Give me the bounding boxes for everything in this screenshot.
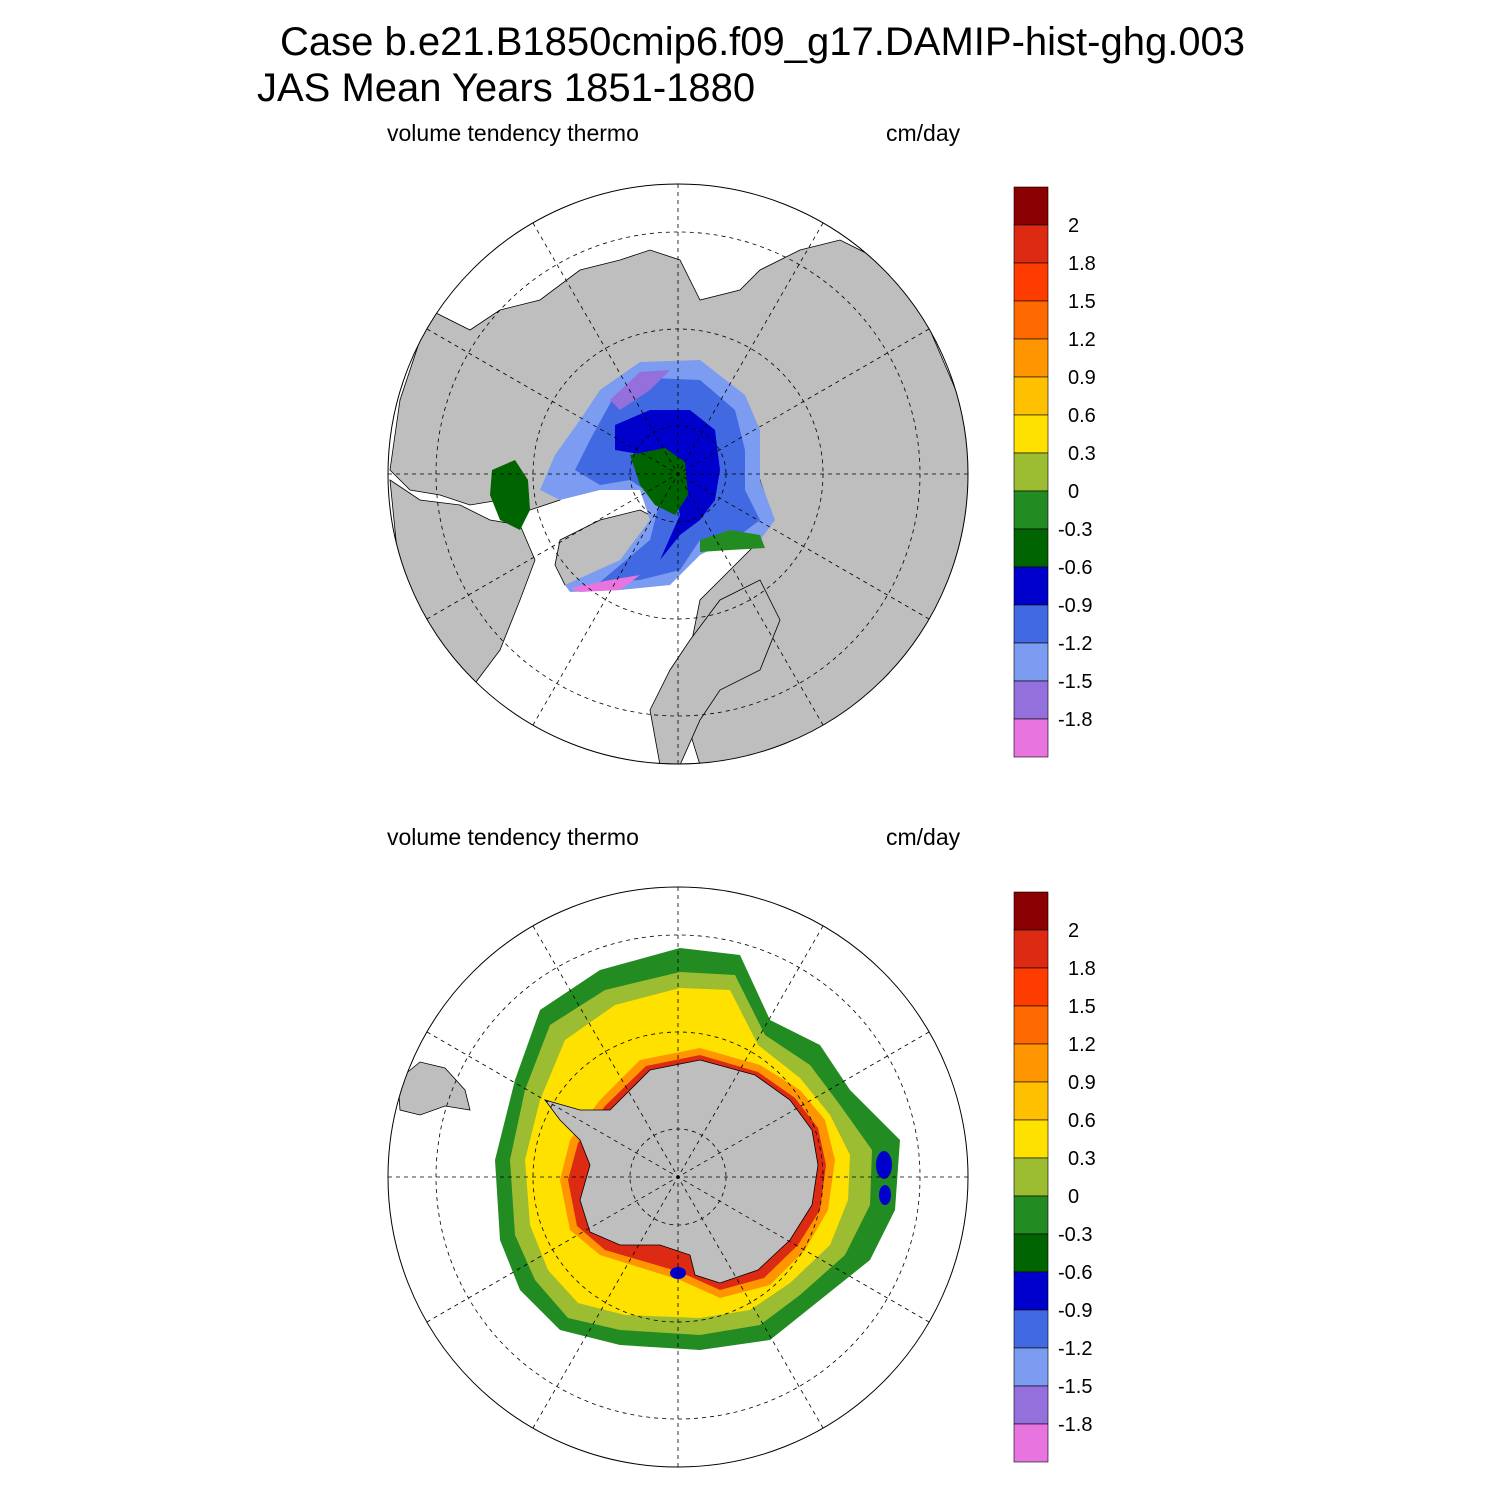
- north-colorbar-tick-label: -1.8: [1058, 709, 1092, 731]
- north-panel-field-label: volume tendency thermo: [387, 120, 639, 146]
- north-colorbar: 2 1.8 1.5 1.2 0.9 0.6 0.3 0 -0.3 -0.6 -0.9 -1.2 -1.5…: [1013, 186, 1096, 758]
- north-colorbar-tick-label: -0.6: [1058, 557, 1092, 579]
- south-colorbar-tick-label: 0.6: [1068, 1110, 1096, 1132]
- north-colorbar-tick-label: -0.3: [1058, 519, 1092, 541]
- north-colorbar-tick-label: 0.9: [1068, 367, 1096, 389]
- north-ice-darkgreen: [630, 448, 688, 515]
- south-colorbar-swatch: [1013, 1081, 1049, 1121]
- north-graticule: [388, 184, 968, 764]
- south-colorbar-swatch: [1013, 1347, 1049, 1387]
- south-panel-field-label: volume tendency thermo: [387, 824, 639, 850]
- south-colorbar-swatch: [1013, 1195, 1049, 1235]
- south-colorbar: 2 1.8 1.5 1.2 0.9 0.6 0.3 0 -0.3 -0.6 -0.9 -1.2 -1.5…: [1013, 891, 1096, 1463]
- north-colorbar-swatch: [1013, 490, 1049, 530]
- north-colorbar-swatch: [1013, 528, 1049, 568]
- north-colorbar-tick-label: 0.3: [1068, 443, 1096, 465]
- south-colorbar-tick-label: -0.9: [1058, 1300, 1092, 1322]
- south-colorbar-swatch: [1013, 1005, 1049, 1045]
- north-polar-map: [387, 183, 969, 765]
- south-colorbar-tick-label: 0: [1068, 1186, 1079, 1208]
- south-colorbar-swatch: [1013, 967, 1049, 1007]
- north-colorbar-swatch: [1013, 300, 1049, 340]
- south-colorbar-swatch: [1013, 1119, 1049, 1159]
- figure-title-line1: Case b.e21.B1850cmip6.f09_g17.DAMIP-hist…: [280, 20, 1246, 64]
- north-colorbar-tick-label: 0.6: [1068, 405, 1096, 427]
- south-colorbar-swatch: [1013, 1157, 1049, 1197]
- south-colorbar-tick-label: -0.3: [1058, 1224, 1092, 1246]
- north-colorbar-tick-label: -1.2: [1058, 633, 1092, 655]
- south-colorbar-tick-label: 1.8: [1068, 958, 1096, 980]
- north-colorbar-swatch: [1013, 680, 1049, 720]
- south-colorbar-tick-label: 1.2: [1068, 1034, 1096, 1056]
- north-panel-units-label: cm/day: [886, 120, 961, 146]
- south-colorbar-tick-label: 1.5: [1068, 996, 1096, 1018]
- north-land-europe: [649, 579, 781, 764]
- south-colorbar-swatch: [1013, 1271, 1049, 1311]
- north-colorbar-tick-label: 1.5: [1068, 291, 1096, 313]
- south-colorbar-tick-label: 0.9: [1068, 1072, 1096, 1094]
- south-colorbar-swatch: [1013, 1385, 1049, 1425]
- south-polar-map: [387, 886, 969, 1468]
- figure-title-line2: JAS Mean Years 1851-1880: [257, 66, 756, 110]
- south-graticule: [388, 887, 968, 1467]
- south-colorbar-swatch: [1013, 1309, 1049, 1349]
- north-colorbar-swatch: [1013, 262, 1049, 302]
- south-land-south-america: [397, 1061, 471, 1116]
- south-colorbar-tick-label: -1.5: [1058, 1376, 1092, 1398]
- north-colorbar-tick-label: -0.9: [1058, 595, 1092, 617]
- north-colorbar-tick-label: 0: [1068, 481, 1079, 503]
- north-colorbar-swatch: [1013, 718, 1049, 758]
- north-colorbar-swatch: [1013, 376, 1049, 416]
- north-colorbar-swatch: [1013, 414, 1049, 454]
- south-colorbar-tick-label: 0.3: [1068, 1148, 1096, 1170]
- north-map-border: [387, 183, 969, 765]
- north-colorbar-tick-label: -1.5: [1058, 671, 1092, 693]
- north-ice-pink-fringe: [570, 575, 640, 592]
- south-map-border: [387, 886, 969, 1468]
- north-colorbar-swatch: [1013, 186, 1049, 226]
- south-colorbar-swatch: [1013, 929, 1049, 969]
- south-colorbar-tick-label: 2: [1068, 920, 1079, 942]
- south-ice-blue-spot-east2: [879, 1185, 891, 1205]
- north-ice-green-edge: [700, 530, 765, 552]
- north-colorbar-swatch: [1013, 224, 1049, 264]
- north-ice-purple-fringe: [610, 370, 670, 410]
- south-colorbar-swatch: [1013, 1423, 1049, 1463]
- north-colorbar-swatch: [1013, 642, 1049, 682]
- south-colorbar-swatch: [1013, 1043, 1049, 1083]
- south-colorbar-swatch: [1013, 891, 1049, 931]
- north-colorbar-swatch: [1013, 566, 1049, 606]
- south-colorbar-tick-label: -0.6: [1058, 1262, 1092, 1284]
- south-ice-blue-spot-east: [876, 1151, 892, 1179]
- south-colorbar-swatch: [1013, 1233, 1049, 1273]
- north-colorbar-tick-label: 1.2: [1068, 329, 1096, 351]
- south-panel-units-label: cm/day: [886, 824, 961, 850]
- south-colorbar-tick-label: -1.2: [1058, 1338, 1092, 1360]
- north-colorbar-swatch: [1013, 338, 1049, 378]
- north-colorbar-tick-label: 2: [1068, 215, 1079, 237]
- north-ice-darkgreen-hudson: [490, 460, 530, 530]
- north-colorbar-tick-label: 1.8: [1068, 253, 1096, 275]
- north-colorbar-swatch: [1013, 452, 1049, 492]
- south-colorbar-tick-label: -1.8: [1058, 1414, 1092, 1436]
- north-colorbar-swatch: [1013, 604, 1049, 644]
